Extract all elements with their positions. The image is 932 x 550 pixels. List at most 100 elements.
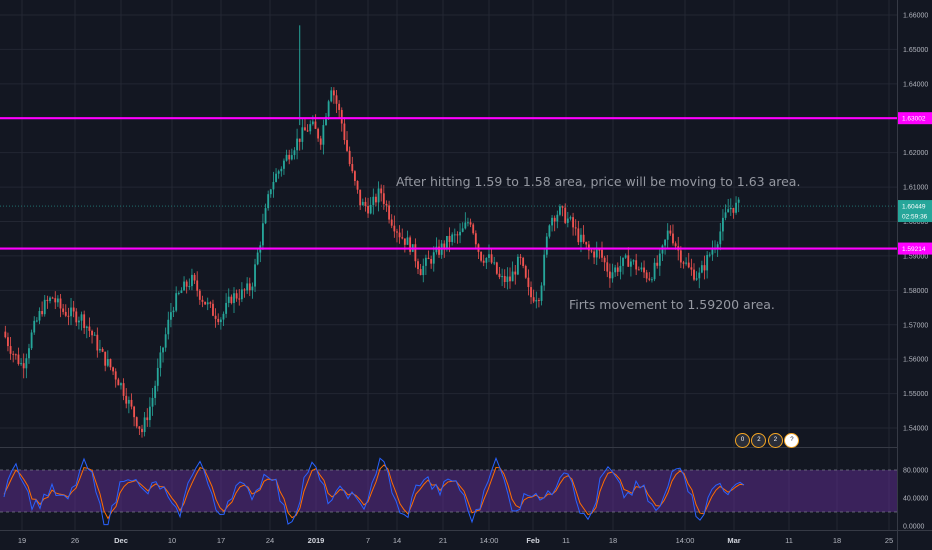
candle-body (506, 276, 509, 283)
candle-body (325, 116, 327, 126)
candle-body (277, 171, 280, 174)
annotation-target[interactable]: After hitting 1.59 to 1.58 area, price w… (396, 174, 800, 189)
candle-body (156, 367, 159, 386)
time-tick-label: 14:00 (676, 536, 695, 545)
candle-body (49, 297, 51, 302)
time-axis[interactable]: 19 26 Dec 10 17 24 2019 7 14 21 14:00 Feb 11 18 14:00 M… (18, 536, 893, 545)
candle-body (159, 352, 162, 368)
last-price-label: 1.60449 (902, 204, 926, 211)
indicator-axis[interactable]: 80.0000 40.0000 0.0000 (903, 468, 928, 531)
price-tick-label: 1.57000 (903, 322, 928, 329)
candle-body (104, 351, 107, 366)
candle-body (246, 283, 249, 291)
time-tick-label: Dec (114, 536, 128, 545)
candle-body (340, 109, 343, 124)
candle-body (319, 138, 322, 145)
candle-body (348, 150, 351, 165)
time-tick-label: 25 (885, 536, 893, 545)
candle-body (177, 292, 180, 294)
candle-body (682, 262, 685, 264)
candle-body (445, 235, 448, 249)
candle-body (530, 287, 532, 298)
candle-body (390, 219, 393, 226)
price-tick-label: 1.59000 (903, 253, 928, 260)
price-tick-label: 1.54000 (903, 426, 928, 433)
candle-body (62, 308, 65, 312)
candle-body (548, 225, 551, 237)
candle-body (385, 203, 388, 206)
candle-body (361, 201, 364, 206)
chart-grid (0, 0, 897, 530)
candle-body (180, 290, 183, 293)
candle-body (464, 222, 467, 229)
level-price-tag-label: 1.63002 (902, 116, 926, 123)
candle-body (77, 320, 80, 323)
candle-body (524, 266, 527, 278)
time-tick-label: 17 (217, 536, 225, 545)
time-tick-label: 14:00 (480, 536, 499, 545)
price-tick-label: 1.58000 (903, 288, 928, 295)
price-axis[interactable]: 1.660001.650001.640001.630001.620001.610… (903, 13, 928, 433)
time-tick-label: 18 (833, 536, 841, 545)
candle-body (419, 269, 422, 276)
candle-body (430, 258, 433, 264)
candle-body (651, 279, 653, 281)
candle-body (75, 311, 78, 323)
candle-body (17, 354, 20, 364)
candle-body (9, 346, 12, 354)
candle-body (687, 262, 690, 268)
candle-body (22, 363, 25, 369)
candle-body (169, 312, 172, 320)
candle-body (469, 222, 472, 225)
time-tick-label: Mar (727, 536, 740, 545)
event-badge[interactable]: ? (784, 433, 800, 448)
candle-body (67, 315, 70, 317)
last-price-tag (898, 200, 932, 223)
candle-body (540, 285, 543, 301)
candle-body (498, 273, 501, 278)
candle-body (516, 256, 519, 275)
candle-body (122, 383, 125, 396)
level-price-tag (898, 112, 932, 125)
event-badge[interactable]: 0 (735, 433, 750, 448)
candle-body (106, 359, 109, 366)
stochastic-band-fill (0, 470, 897, 512)
stochastic-oscillator (3, 456, 745, 526)
candle-body (522, 257, 525, 267)
candle-body (569, 217, 572, 219)
candle-body (574, 227, 577, 229)
candle-body (561, 206, 564, 208)
candle-body (624, 255, 627, 258)
candle-body (51, 297, 54, 299)
countdown-label: 02:59:36 (902, 214, 928, 221)
time-tick-label: 26 (71, 536, 79, 545)
candle-body (64, 311, 67, 316)
event-badge[interactable]: 2 (751, 433, 767, 448)
candle-body (422, 265, 425, 276)
candle-body (296, 138, 299, 151)
time-tick-label: 21 (439, 536, 447, 545)
candle-body (472, 224, 475, 234)
candle-body (622, 257, 624, 266)
candle-body (96, 334, 99, 351)
candle-body (28, 348, 30, 359)
candle-body (693, 269, 695, 280)
annotation-first-move[interactable]: Firts movement to 1.59200 area. (569, 297, 775, 312)
candle-body (33, 320, 36, 333)
candle-body (409, 237, 412, 252)
support-resistance-levels (0, 117, 897, 250)
candle-body (351, 164, 354, 172)
event-badges[interactable]: 0 2 2 ? (735, 428, 800, 448)
candle-body (501, 276, 504, 278)
time-tick-label: 2019 (308, 536, 325, 545)
stochastic-d-line (3, 464, 745, 520)
candle-body (614, 267, 617, 273)
stochastic-band (0, 469, 897, 513)
candle-body (406, 237, 409, 245)
candle-body (212, 303, 214, 316)
candle-body (112, 367, 115, 372)
event-badge[interactable]: 2 (767, 433, 783, 448)
candle-body (690, 267, 693, 270)
candle-body (595, 249, 598, 258)
